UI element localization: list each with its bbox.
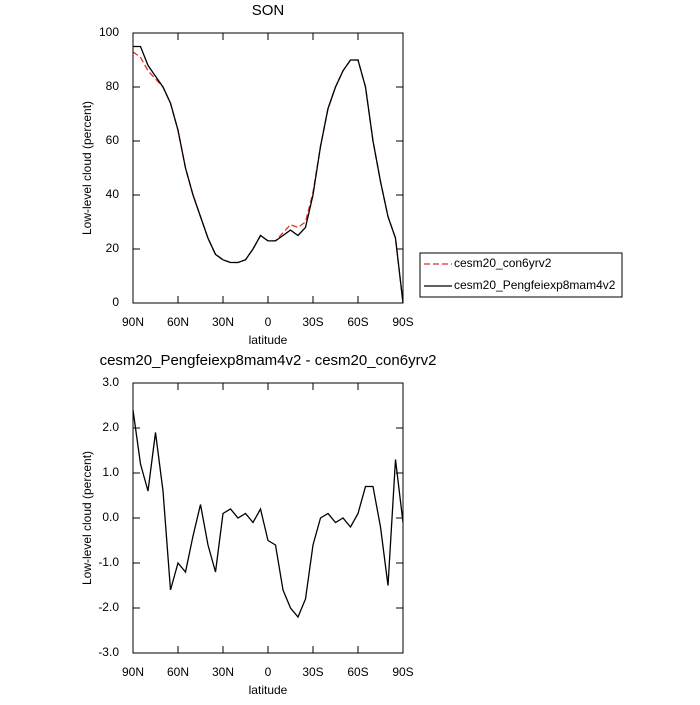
x-tick-label: 90S — [392, 315, 413, 329]
y-tick-label: 20 — [106, 241, 120, 255]
x-tick-label: 30S — [302, 315, 323, 329]
x-tick-label: 60S — [347, 315, 368, 329]
chart-title: cesm20_Pengfeiexp8mam4v2 - cesm20_con6yr… — [100, 352, 437, 369]
y-axis-label: Low-level cloud (percent) — [80, 101, 94, 235]
y-tick-label: 100 — [99, 25, 119, 39]
x-tick-label: 90N — [122, 665, 144, 679]
y-tick-label: -2.0 — [98, 600, 119, 614]
legend-label: cesm20_Pengfeiexp8mam4v2 — [454, 278, 616, 292]
x-tick-label: 0 — [265, 665, 272, 679]
x-tick-label: 60N — [167, 665, 189, 679]
x-tick-label: 30N — [212, 315, 234, 329]
x-axis-label: latitude — [249, 333, 288, 347]
series-line — [132, 51, 404, 304]
legend-box — [419, 252, 623, 298]
y-tick-label: -3.0 — [98, 645, 119, 659]
x-tick-label: 90S — [392, 665, 413, 679]
series-line — [133, 45, 404, 304]
y-tick-label: 1.0 — [102, 465, 119, 479]
y-tick-label: -1.0 — [98, 555, 119, 569]
y-tick-label: 0.0 — [102, 510, 119, 524]
x-axis-label: latitude — [249, 683, 288, 697]
x-tick-label: 90N — [122, 315, 144, 329]
y-tick-label: 0 — [112, 295, 119, 309]
x-tick-label: 60N — [167, 315, 189, 329]
chart-title: SON — [252, 2, 285, 19]
x-tick-label: 30S — [302, 665, 323, 679]
y-tick-label: 40 — [106, 187, 120, 201]
y-axis-label: Low-level cloud (percent) — [80, 451, 94, 585]
plot-frame — [132, 382, 404, 654]
legend-label: cesm20_con6yrv2 — [454, 256, 552, 270]
x-tick-label: 60S — [347, 665, 368, 679]
y-tick-label: 2.0 — [102, 420, 119, 434]
y-tick-label: 60 — [106, 133, 120, 147]
y-tick-label: 80 — [106, 79, 120, 93]
plot-frame — [132, 32, 404, 304]
series-line — [132, 409, 404, 619]
y-tick-label: 3.0 — [102, 375, 119, 389]
x-tick-label: 0 — [265, 315, 272, 329]
x-tick-label: 30N — [212, 665, 234, 679]
